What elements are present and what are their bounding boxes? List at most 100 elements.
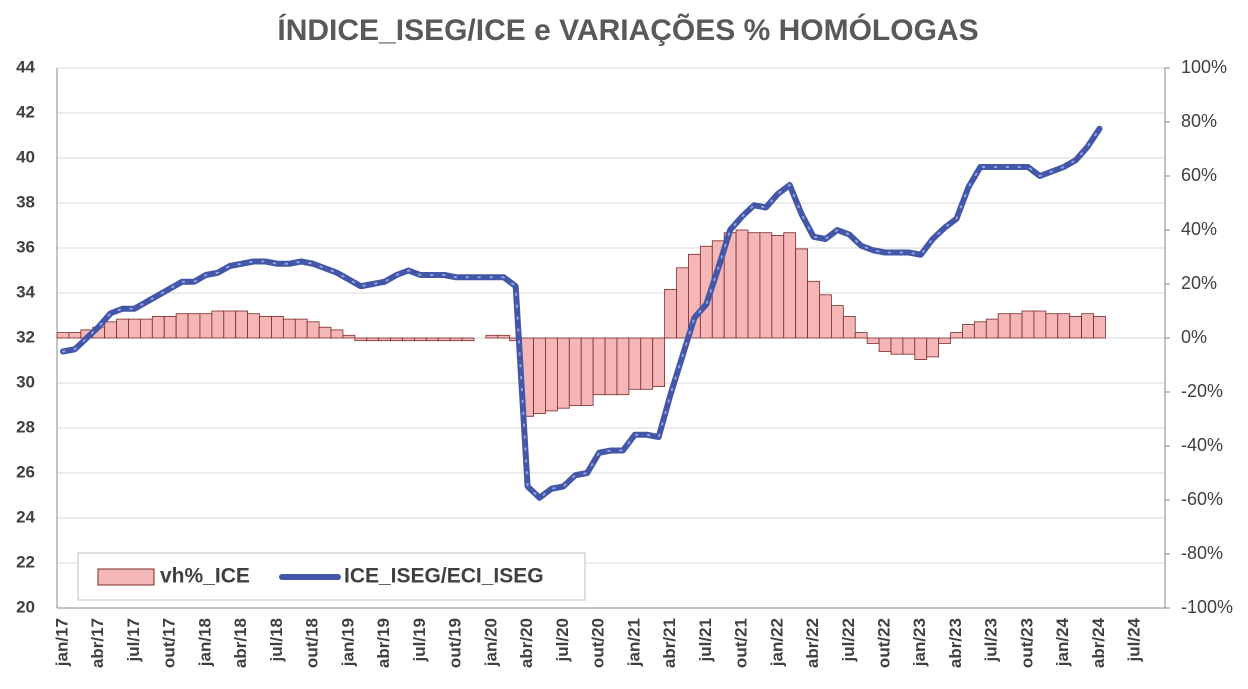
x-tick-label: out/17 xyxy=(160,618,179,668)
bar xyxy=(878,337,892,352)
bar xyxy=(437,337,451,342)
bar xyxy=(902,337,916,355)
bar xyxy=(783,232,797,339)
x-tick-label: jul/22 xyxy=(839,618,858,662)
bar xyxy=(1009,313,1023,339)
y-tick-label: 34 xyxy=(16,282,35,301)
bar xyxy=(759,232,773,339)
y2-tick-label: -60% xyxy=(1181,489,1223,509)
bar xyxy=(259,315,272,339)
bar xyxy=(1081,313,1094,339)
bar xyxy=(1093,315,1106,339)
y2-tick-label: 100% xyxy=(1181,57,1227,77)
x-tick-label: out/23 xyxy=(1017,618,1036,668)
x-tick-label: jul/24 xyxy=(1125,617,1144,662)
y-tick-label: 40 xyxy=(16,147,35,166)
y-tick-label: 42 xyxy=(16,102,35,121)
bar xyxy=(461,337,475,342)
y-tick-label: 20 xyxy=(16,597,35,616)
bar xyxy=(1057,313,1071,339)
bar xyxy=(497,334,511,339)
y2-tick-label: 80% xyxy=(1181,111,1217,131)
bar xyxy=(962,324,975,339)
y-tick-label: 24 xyxy=(16,507,35,526)
bar xyxy=(914,337,928,361)
x-tick-label: jul/21 xyxy=(696,618,715,662)
legend-label: vh%_ICE xyxy=(160,565,250,588)
bar xyxy=(354,337,368,342)
bar xyxy=(616,337,630,396)
y2-tick-label: 40% xyxy=(1181,219,1217,239)
x-tick-label: out/22 xyxy=(875,618,894,668)
bar xyxy=(68,332,82,339)
bar xyxy=(831,305,844,339)
bar xyxy=(223,310,237,339)
bar xyxy=(163,315,177,339)
bar xyxy=(366,337,380,342)
bar xyxy=(926,337,940,358)
x-tick-label: jan/24 xyxy=(1053,617,1072,667)
y-tick-label: 32 xyxy=(16,327,35,346)
y-tick-label: 28 xyxy=(16,417,35,436)
bar xyxy=(819,294,832,339)
bar xyxy=(545,337,558,412)
y2-tick-label: -100% xyxy=(1181,597,1233,617)
bar xyxy=(271,315,284,339)
bar xyxy=(306,321,320,339)
bar xyxy=(604,337,618,396)
bar xyxy=(330,329,344,339)
x-tick-label: jul/19 xyxy=(410,618,429,662)
legend-swatch xyxy=(97,568,155,586)
x-tick-label: abr/20 xyxy=(517,618,536,668)
y2-tick-label: -20% xyxy=(1181,381,1223,401)
x-tick-label: out/19 xyxy=(446,618,465,668)
bar xyxy=(247,313,260,339)
bar xyxy=(771,234,785,339)
y2-tick-label: 20% xyxy=(1181,273,1217,293)
y-tick-label: 44 xyxy=(16,57,35,76)
bar xyxy=(282,318,296,339)
bar xyxy=(854,332,868,339)
bar xyxy=(128,318,141,339)
bar xyxy=(795,248,808,339)
bar xyxy=(735,229,749,339)
y2-tick-label: 60% xyxy=(1181,165,1217,185)
x-tick-label: jan/18 xyxy=(195,618,214,667)
bar xyxy=(628,337,642,390)
bar xyxy=(1021,310,1035,339)
bar xyxy=(533,337,546,414)
y2-tick-label: -40% xyxy=(1181,435,1223,455)
bar xyxy=(1045,313,1059,339)
x-tick-label: abr/21 xyxy=(660,618,679,668)
bar xyxy=(414,337,427,342)
x-tick-label: jan/17 xyxy=(52,618,71,667)
bar xyxy=(842,315,856,339)
bar xyxy=(104,321,117,339)
bar xyxy=(676,267,689,339)
x-tick-label: abr/19 xyxy=(374,618,393,668)
bar xyxy=(187,313,201,339)
bar xyxy=(402,337,415,342)
bar xyxy=(390,337,403,342)
bar xyxy=(1033,310,1047,339)
bar xyxy=(235,310,249,339)
bar xyxy=(985,318,999,339)
y-tick-label: 30 xyxy=(16,372,35,391)
bar xyxy=(664,288,677,339)
bar xyxy=(342,334,356,339)
bar xyxy=(139,318,153,339)
x-tick-label: abr/23 xyxy=(946,618,965,668)
y-tick-label: 26 xyxy=(16,462,35,481)
bar xyxy=(890,337,904,355)
y2-tick-label: 0% xyxy=(1181,327,1207,347)
bar xyxy=(568,337,582,406)
x-tick-label: abr/24 xyxy=(1089,617,1108,668)
bar xyxy=(592,337,606,396)
bar xyxy=(116,318,129,339)
bar xyxy=(866,337,880,344)
y2-tick-label: -80% xyxy=(1181,543,1223,563)
x-tick-label: jul/23 xyxy=(982,618,1001,662)
bar xyxy=(1069,315,1083,339)
bar xyxy=(175,313,189,339)
bar xyxy=(747,232,761,339)
